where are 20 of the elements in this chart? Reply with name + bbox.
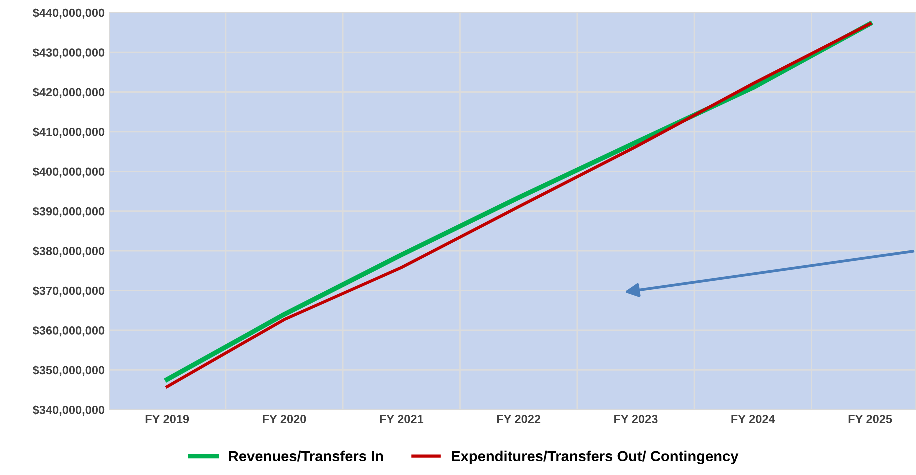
y-tick-label: $430,000,000 [33,48,105,59]
y-tick-label: $400,000,000 [33,167,105,178]
y-tick-label: $340,000,000 [33,405,105,416]
legend-label: Revenues/Transfers In [229,450,384,462]
x-tick-label: FY 2021 [380,415,424,424]
x-tick-label: FY 2022 [497,415,541,424]
y-tick-label: $390,000,000 [33,206,105,218]
y-tick-label: $350,000,000 [33,366,105,376]
y-tick-label: $420,000,000 [33,88,105,98]
x-tick-label: FY 2025 [848,415,892,424]
x-tick-label: FY 2024 [732,415,776,424]
y-tick-label: $370,000,000 [33,286,105,297]
x-tick-label: FY 2023 [614,415,658,424]
y-tick-label: $410,000,000 [33,127,105,138]
legend-label: Expenditures/Transfers Out/ Contingency [452,450,739,465]
y-tick-label: $360,000,000 [33,326,105,337]
x-tick-label: FY 2019 [146,415,190,424]
x-tick-label: FY 2020 [263,415,306,424]
y-tick-label: $380,000,000 [33,246,105,258]
y-tick-label: $440,000,000 [33,8,105,19]
